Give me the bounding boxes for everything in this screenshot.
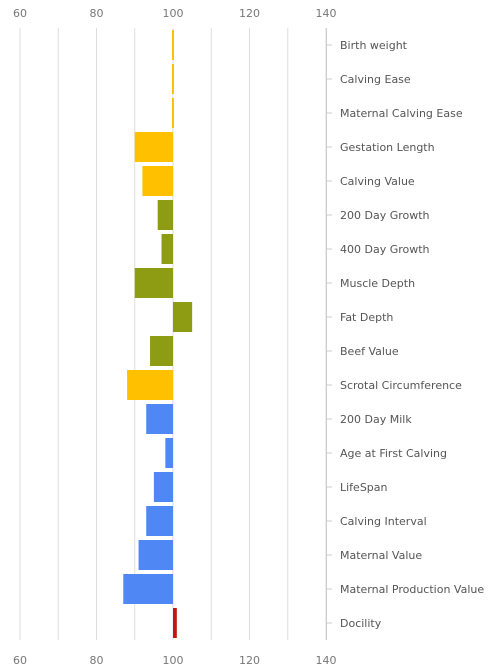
bars <box>123 30 193 638</box>
bar <box>172 30 174 60</box>
bar <box>173 302 193 332</box>
x-axis: 60 60 80 80 100 100 120 120 140 140 <box>13 7 337 667</box>
bar <box>157 200 173 230</box>
x-tick-label-top: 80 <box>90 7 104 20</box>
bar <box>142 166 173 196</box>
x-tick-label-bottom: 140 <box>316 654 337 667</box>
x-tick-label-bottom: 100 <box>163 654 184 667</box>
category-label: Calving Interval <box>340 515 427 528</box>
bar <box>123 574 173 604</box>
category-label: Birth weight <box>340 39 408 52</box>
category-label: 400 Day Growth <box>340 243 430 256</box>
category-label: Beef Value <box>340 345 399 358</box>
category-label: Docility <box>340 617 382 630</box>
x-tick-label-top: 60 <box>13 7 27 20</box>
bar <box>150 336 173 366</box>
category-label: Maternal Calving Ease <box>340 107 463 120</box>
bar <box>134 132 173 162</box>
x-tick-label-bottom: 120 <box>239 654 260 667</box>
bar <box>146 404 173 434</box>
bar <box>134 268 173 298</box>
bar <box>172 64 174 94</box>
category-label: LifeSpan <box>340 481 388 494</box>
x-tick-label-top: 120 <box>239 7 260 20</box>
category-label: Scrotal Circumference <box>340 379 462 392</box>
bar <box>172 98 174 128</box>
category-label: Maternal Production Value <box>340 583 484 596</box>
category-label: 200 Day Growth <box>340 209 430 222</box>
bar <box>138 540 173 570</box>
category-label: Calving Value <box>340 175 415 188</box>
x-tick-label-top: 100 <box>163 7 184 20</box>
bar <box>153 472 173 502</box>
category-label: Calving Ease <box>340 73 411 86</box>
bar <box>173 608 177 638</box>
category-label: Fat Depth <box>340 311 393 324</box>
bar <box>146 506 173 536</box>
category-label: Gestation Length <box>340 141 435 154</box>
bar <box>165 438 173 468</box>
x-tick-label-bottom: 60 <box>13 654 27 667</box>
category-axis: Birth weight Calving Ease Maternal Calving… <box>326 28 484 640</box>
category-label: Muscle Depth <box>340 277 415 290</box>
category-label: 200 Day Milk <box>340 413 412 426</box>
category-label: Maternal Value <box>340 549 422 562</box>
bar <box>127 370 173 400</box>
x-tick-label-bottom: 80 <box>90 654 104 667</box>
bar <box>161 234 173 264</box>
category-label: Age at First Calving <box>340 447 447 460</box>
x-tick-label-top: 140 <box>316 7 337 20</box>
